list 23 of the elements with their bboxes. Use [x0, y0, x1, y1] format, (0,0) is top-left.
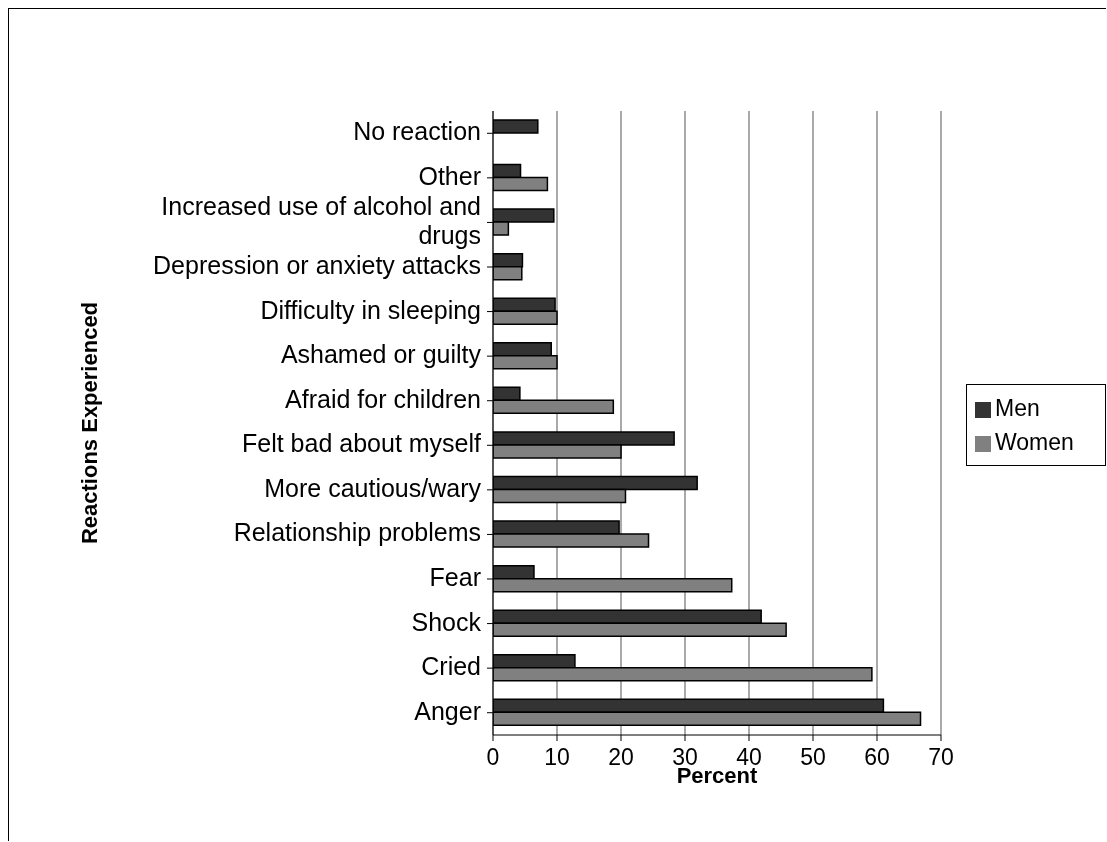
y-axis-title: Reactions Experienced [76, 301, 102, 545]
y-tick-label: Shock [411, 607, 482, 636]
y-tick-label: Relationship problems [233, 518, 481, 547]
y-tick-label: Cried [421, 652, 481, 681]
y-tick-label: Fear [429, 563, 481, 591]
y-tick-label: Felt bad about myself [241, 429, 482, 458]
y-tick-label: Difficulty in sleeping [260, 295, 481, 324]
y-tick-label: Anger [414, 696, 481, 725]
y-tick-label: Other [418, 161, 481, 190]
x-tick-label: 20 [608, 744, 634, 771]
y-tick-label: Increased use of alcohol and drugs [161, 191, 481, 249]
x-tick-label: 70 [928, 744, 954, 771]
y-tick-label: Depression or anxiety attacks [153, 251, 481, 279]
x-tick-label: 10 [544, 744, 570, 771]
legend-label: Women [995, 429, 1074, 455]
y-tick-label: Ashamed or guilty [280, 340, 482, 369]
x-tick-label: 50 [800, 744, 826, 771]
y-tick-label: No reaction [353, 117, 481, 146]
x-tick-label: 0 [486, 744, 500, 771]
x-tick-label: 60 [864, 744, 890, 771]
y-tick-label: Afraid for children [285, 384, 481, 413]
y-tick-label: More cautious/wary [264, 473, 482, 502]
legend-label: Men [995, 395, 1040, 421]
